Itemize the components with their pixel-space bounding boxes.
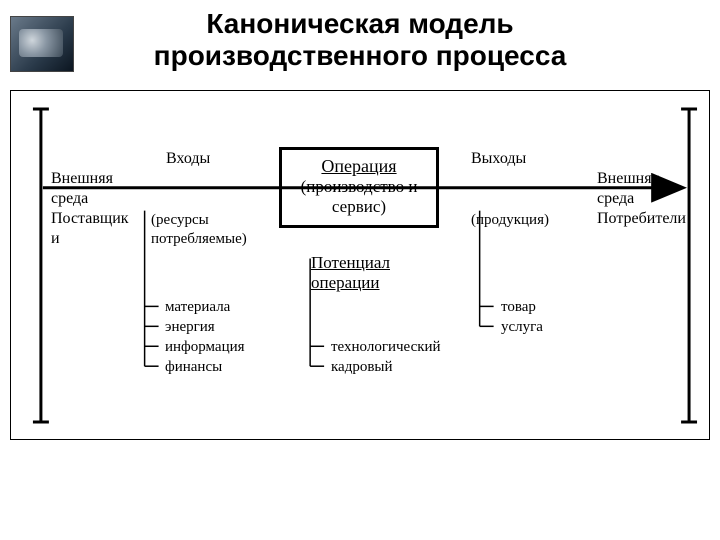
operation-box: Операция (производство и сервис) — [279, 147, 439, 228]
right-env-label: Внешняя среда Потребители — [597, 169, 687, 229]
resource-item-2: информация — [165, 338, 245, 357]
title-line-1: Каноническая модель — [0, 8, 720, 40]
potential-heading: Потенциал операции — [311, 253, 390, 293]
title-line-2: производственного процесса — [0, 40, 720, 72]
potential-item-0: технологический — [331, 338, 441, 357]
operation-title: Операция — [290, 156, 428, 177]
resource-item-3: финансы — [165, 358, 222, 377]
diagram-frame: Внешняя среда Поставщик и Внешняя среда … — [10, 90, 710, 440]
inputs-label: Входы — [166, 149, 210, 169]
operation-subtitle: (производство и сервис) — [290, 177, 428, 217]
left-env-label: Внешняя среда Поставщик и — [51, 169, 141, 249]
outputs-label: Выходы — [471, 149, 526, 169]
resource-item-1: энергия — [165, 318, 215, 337]
product-item-1: услуга — [501, 318, 543, 337]
outputs-sublabel: (продукция) — [471, 211, 549, 230]
inputs-sublabel: (ресурсы потребляемые) — [151, 211, 247, 249]
potential-line2: операции — [311, 273, 390, 293]
product-item-0: товар — [501, 298, 536, 317]
resource-item-0: материала — [165, 298, 230, 317]
slide-thumbnail — [10, 16, 74, 72]
potential-item-1: кадровый — [331, 358, 393, 377]
page-title: Каноническая модель производственного пр… — [0, 0, 720, 72]
potential-line1: Потенциал — [311, 253, 390, 273]
